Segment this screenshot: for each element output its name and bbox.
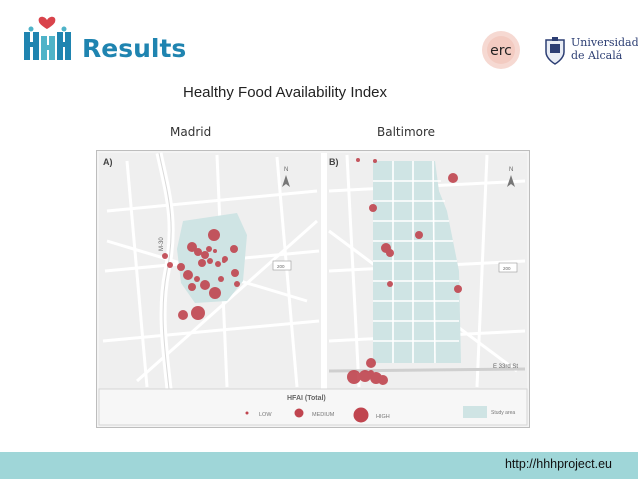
baltimore-hfai-points	[347, 158, 462, 385]
madrid-point	[230, 245, 238, 253]
baltimore-point	[368, 370, 374, 376]
madrid-point	[177, 263, 185, 271]
baltimore-map-panel	[327, 153, 527, 389]
madrid-point	[234, 281, 240, 287]
baltimore-point	[366, 358, 376, 368]
map-annotations: A) B) M-30 E 33rd St N N 200 200	[103, 157, 518, 423]
legend-study-area-swatch	[463, 406, 487, 418]
madrid-point	[218, 276, 224, 282]
madrid-point	[200, 280, 210, 290]
madrid-point	[207, 258, 213, 264]
madrid-point	[191, 306, 205, 320]
baltimore-point	[373, 159, 377, 163]
north-label-a: N	[284, 167, 288, 173]
baltimore-point	[448, 173, 458, 183]
madrid-point	[215, 261, 221, 267]
road-label-m30: M-30	[159, 237, 165, 251]
madrid-point	[162, 253, 168, 259]
hhh-project-logo	[24, 16, 71, 60]
baltimore-point	[387, 281, 393, 287]
scale-label-a: 200	[277, 264, 285, 269]
university-crest-icon	[545, 37, 565, 65]
madrid-point	[201, 251, 209, 259]
baltimore-point	[356, 158, 360, 162]
figure-title: Healthy Food Availability Index	[183, 84, 388, 101]
panel-b-label: B)	[329, 157, 339, 167]
baltimore-point	[415, 231, 423, 239]
north-arrow-icon: N	[282, 167, 290, 187]
madrid-point	[231, 269, 239, 277]
madrid-point	[222, 256, 228, 262]
legend-high-label: HIGH	[376, 414, 390, 420]
scale-label-b: 200	[503, 266, 511, 271]
erc-logo-text: erc	[490, 43, 512, 59]
city-label-madrid: Madrid	[170, 125, 212, 139]
baltimore-point	[347, 370, 361, 384]
madrid-point	[206, 246, 212, 252]
madrid-map-panel	[99, 152, 321, 390]
baltimore-point	[369, 204, 377, 212]
madrid-hfai-points	[162, 229, 240, 320]
madrid-point	[188, 283, 196, 291]
legend-title: HFAI (Total)	[287, 395, 326, 402]
madrid-point	[167, 262, 173, 268]
madrid-point	[208, 229, 220, 241]
legend-low-icon	[245, 411, 249, 415]
scale-bar-icon: 200	[272, 260, 292, 271]
north-arrow-icon: N	[507, 167, 515, 187]
legend-high-icon	[353, 407, 369, 423]
baltimore-point	[378, 375, 388, 385]
madrid-point	[178, 310, 188, 320]
madrid-point	[213, 249, 217, 253]
slide-title: Results	[82, 34, 187, 63]
madrid-point	[187, 242, 197, 252]
panel-a-label: A)	[103, 157, 113, 167]
city-label-baltimore: Baltimore	[377, 125, 436, 139]
erc-logo: erc	[482, 31, 520, 69]
madrid-point	[183, 270, 193, 280]
madrid-point	[198, 259, 206, 267]
scale-bar-icon: 200	[498, 262, 518, 273]
baltimore-point	[386, 249, 394, 257]
road-label-33rd: E 33rd St	[493, 364, 518, 370]
legend-medium-label: MEDIUM	[312, 412, 335, 418]
university-name: Universidad de Alcalá	[571, 36, 638, 62]
madrid-point	[194, 248, 202, 256]
footer-bar: http://hhhproject.eu	[0, 452, 638, 479]
madrid-point	[194, 276, 200, 282]
project-url-link[interactable]: http://hhhproject.eu	[504, 457, 612, 471]
baltimore-point	[454, 285, 462, 293]
north-label-b: N	[509, 167, 513, 173]
legend-study-area-label: Study area	[491, 410, 515, 416]
legend-low-label: LOW	[259, 412, 272, 418]
university-logo: Universidad de Alcalá	[543, 36, 638, 70]
map-figure: A) B) M-30 E 33rd St N N 200 200	[96, 150, 530, 428]
legend-medium-icon	[294, 408, 304, 418]
madrid-point	[209, 287, 221, 299]
